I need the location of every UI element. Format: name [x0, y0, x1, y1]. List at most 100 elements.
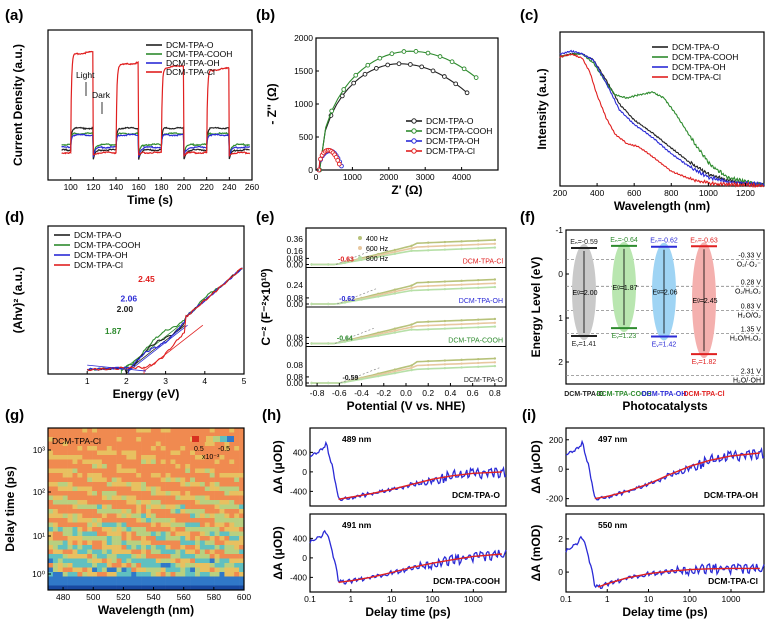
heatmap-cell — [239, 477, 245, 483]
heatmap-cell — [52, 468, 59, 474]
heatmap-cell — [170, 540, 176, 546]
heatmap-cell — [82, 437, 88, 442]
heatmap-cell — [106, 441, 112, 447]
heatmap-cell — [209, 509, 215, 514]
heatmap-cell — [52, 563, 59, 568]
y-tick-label: 200 — [549, 435, 563, 445]
heatmap-cell — [82, 450, 88, 456]
heatmap-cell — [239, 473, 245, 478]
heatmap-cell — [219, 509, 225, 514]
ms-point — [427, 328, 430, 331]
y-tick-label: 10² — [33, 487, 45, 497]
heatmap-cell — [165, 518, 171, 523]
heatmap-cell — [234, 518, 240, 523]
heatmap-cell — [195, 477, 201, 483]
heatmap-cell — [204, 500, 210, 505]
heatmap-cell — [155, 554, 161, 559]
heatmap-cell — [87, 437, 93, 442]
heatmap-cell — [150, 464, 157, 469]
heatmap-cell — [57, 549, 63, 555]
flatband-label: -0.63 — [338, 257, 354, 264]
heatmap-cell — [165, 455, 171, 460]
kinetics-trace — [309, 440, 507, 502]
ms-point — [460, 319, 463, 322]
heatmap-cell — [87, 585, 93, 591]
heatmap-cell — [209, 558, 215, 564]
heatmap-cell — [141, 495, 147, 501]
heatmap-cell — [146, 518, 152, 523]
heatmap-cell — [87, 464, 93, 469]
y-axis-title: (Ahv)² (a.u.) — [11, 267, 25, 334]
y-tick-label: 0.24 — [286, 280, 303, 290]
heatmap-cell — [82, 482, 88, 487]
heatmap-cell — [52, 576, 59, 582]
frequency-legend-marker — [358, 236, 362, 240]
ms-point — [493, 246, 497, 249]
heatmap-cell — [199, 527, 206, 532]
heatmap-cell — [185, 468, 191, 474]
x-axis-title: Delay time (ps) — [365, 605, 450, 619]
heatmap-cell — [165, 531, 171, 537]
heatmap-cell — [150, 450, 157, 456]
heatmap-cell — [136, 549, 142, 555]
heatmap-cell — [185, 558, 191, 564]
legend-entry: DCM-TPA-O — [672, 42, 720, 52]
heatmap-cell — [180, 531, 186, 537]
heatmap-cell — [239, 522, 245, 528]
heatmap-cell — [131, 563, 137, 568]
ms-point — [393, 329, 397, 332]
heatmap-cell — [204, 455, 210, 460]
ms-point — [427, 245, 430, 248]
heatmap-cell — [175, 585, 181, 591]
ms-point — [343, 340, 347, 343]
heatmap-cell — [175, 477, 181, 483]
heatmap-cell — [106, 509, 112, 514]
heatmap-cell — [224, 581, 230, 586]
heatmap-cell — [82, 509, 88, 514]
heatmap-cell — [48, 536, 54, 541]
heatmap-cell — [185, 486, 191, 492]
heatmap-cell — [160, 477, 166, 483]
ms-point — [377, 255, 380, 259]
heatmap-cell — [62, 522, 68, 528]
heatmap-cell — [195, 536, 201, 541]
x-tick-label: 0.2 — [422, 388, 434, 398]
heatmap-cell — [136, 428, 142, 433]
heatmap-cell — [239, 581, 245, 586]
ms-point — [427, 284, 430, 288]
heatmap-cell — [97, 446, 103, 451]
heatmap-cell — [234, 531, 240, 537]
heatmap-cell — [97, 455, 103, 460]
heatmap-cell — [195, 459, 201, 465]
heatmap-cell — [87, 572, 93, 577]
heatmap-cell — [141, 536, 147, 541]
heatmap-cell — [214, 531, 220, 537]
heatmap-cell — [175, 455, 181, 460]
heatmap-cell — [155, 459, 161, 465]
heatmap-cell — [180, 527, 186, 532]
heatmap-cell — [57, 558, 63, 564]
heatmap-cell — [131, 513, 137, 519]
heatmap-cell — [199, 513, 206, 519]
heatmap-cell — [165, 500, 171, 505]
heatmap-cell — [160, 563, 166, 568]
heatmap-cell — [82, 536, 88, 541]
heatmap-cell — [126, 531, 132, 537]
heatmap-cell — [239, 585, 245, 591]
heatmap-cell — [180, 446, 186, 451]
heatmap-cell — [180, 522, 186, 528]
heatmap-cell — [97, 428, 103, 433]
heatmap-cell — [116, 545, 122, 550]
y-tick-label: -400 — [290, 572, 307, 582]
heatmap-cell — [106, 468, 112, 474]
heatmap-cell — [141, 482, 147, 487]
heatmap-cell — [77, 572, 83, 577]
heatmap-cell — [239, 437, 245, 442]
eis-point — [419, 64, 425, 70]
heatmap-cell — [57, 432, 63, 438]
heatmap-cell — [214, 500, 220, 505]
absorbance-dcm-tpa-cl — [559, 53, 765, 189]
ms-point — [393, 371, 397, 375]
heatmap-cell — [229, 518, 235, 523]
heatmap-cell — [219, 522, 225, 528]
